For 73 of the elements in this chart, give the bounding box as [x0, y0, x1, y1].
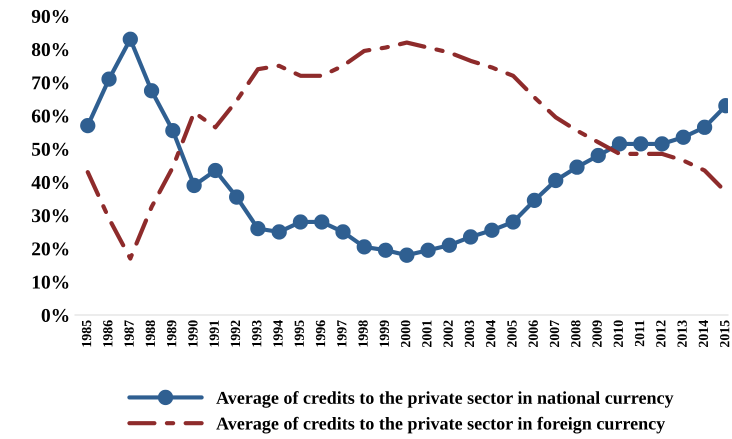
x-tick-label: 2004 [486, 320, 496, 348]
x-tick-label: 2014 [698, 320, 708, 348]
x-tick-label: 1995 [294, 320, 304, 347]
y-tick-label: 10% [32, 276, 68, 289]
point [484, 222, 500, 238]
y-tick-label: 80% [32, 43, 68, 56]
x-tick-label: 1989 [166, 320, 176, 347]
x-tick-label: 2005 [507, 320, 517, 348]
x-tick-label: 2012 [656, 320, 666, 348]
point [654, 136, 670, 152]
point [590, 148, 606, 164]
point [548, 172, 564, 188]
x-tick-label: 2011 [634, 320, 644, 346]
y-tick-label: 90% [32, 10, 68, 23]
point [208, 162, 224, 178]
y-tick-label: 60% [32, 109, 68, 123]
point [250, 220, 266, 236]
point [378, 242, 394, 258]
x-tick-label: 1992 [230, 320, 240, 347]
point [335, 224, 351, 240]
x-tick-label: 1988 [146, 320, 156, 347]
point [569, 160, 585, 175]
x-tick-label: 2015 [720, 320, 730, 348]
point [314, 214, 330, 230]
point [442, 238, 457, 253]
y-tick-label: 0% [42, 308, 68, 322]
x-tick-label: 2008 [571, 320, 580, 348]
point [272, 224, 287, 240]
y-tick-label: 40% [32, 176, 68, 190]
point [229, 189, 244, 205]
x-tick-label: 1994 [273, 320, 283, 347]
x-tick-label: 1998 [358, 320, 368, 347]
point [612, 136, 628, 152]
point [696, 120, 712, 135]
point [144, 83, 160, 98]
legend-label: Average of credits to the private sector in national currency [216, 391, 674, 408]
x-tick-label: 1991 [210, 320, 219, 347]
point [186, 178, 202, 194]
x-tick-label: 1986 [103, 320, 113, 347]
x-tick-label: 1987 [124, 320, 134, 347]
y-tick-label: 30% [32, 209, 68, 222]
point [526, 192, 542, 208]
point [122, 32, 138, 47]
point [633, 136, 648, 152]
x-tick-label: 2001 [422, 320, 432, 348]
point [80, 118, 96, 134]
point [292, 214, 308, 230]
point [165, 122, 180, 138]
x-tick-label: 2002 [443, 320, 453, 348]
x-tick-label: 2000 [400, 320, 410, 348]
point [676, 130, 691, 145]
x-tick-label: 2010 [614, 320, 623, 348]
point [356, 239, 372, 255]
point [506, 214, 521, 230]
point [420, 242, 436, 258]
x-tick-label: 1993 [252, 320, 262, 347]
x-tick-label: 2003 [464, 320, 474, 348]
point [462, 229, 478, 245]
y-tick-label: 70% [32, 76, 68, 90]
point [101, 71, 117, 87]
point [399, 248, 414, 263]
y-tick-label: 20% [32, 242, 68, 256]
x-tick-label: 2006 [528, 320, 538, 348]
legend-label: Average of credits to the private sector in foreign currency [216, 416, 666, 434]
y-tick-label: 50% [32, 142, 68, 156]
x-tick-label: 1999 [380, 320, 390, 347]
x-tick-label: 1996 [316, 320, 326, 347]
x-tick-label: 1985 [82, 320, 92, 347]
x-tick-label: 2009 [592, 320, 602, 348]
x-tick-label: 1990 [188, 320, 198, 347]
x-tick-label: 2007 [550, 320, 560, 348]
x-tick-label: 2013 [677, 320, 687, 348]
x-tick-label: 1997 [337, 320, 346, 347]
